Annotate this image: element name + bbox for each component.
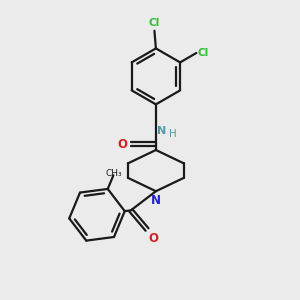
Text: N: N bbox=[151, 194, 161, 207]
Text: O: O bbox=[148, 232, 158, 245]
Text: Cl: Cl bbox=[198, 48, 209, 58]
Text: CH₃: CH₃ bbox=[106, 169, 122, 178]
Text: H: H bbox=[169, 128, 177, 139]
Text: O: O bbox=[117, 138, 127, 151]
Text: Cl: Cl bbox=[149, 18, 160, 28]
Text: N: N bbox=[158, 126, 166, 136]
